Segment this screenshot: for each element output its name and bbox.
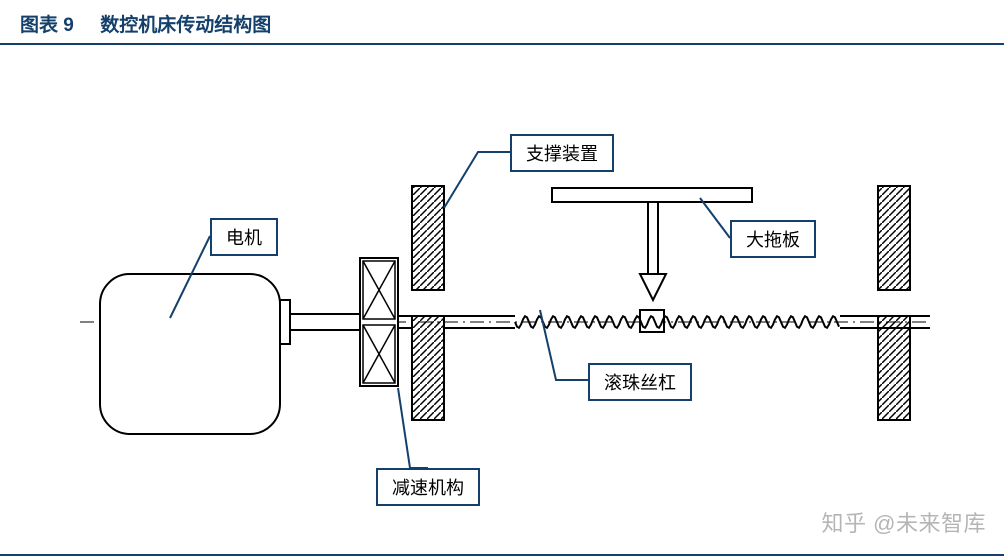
header-rule bbox=[0, 43, 1004, 45]
watermark: 知乎 @未来智库 bbox=[822, 506, 986, 538]
diagram-canvas: 电机 支撑装置 大拖板 滚珠丝杠 减速机构 bbox=[0, 48, 1004, 538]
label-support: 支撑装置 bbox=[510, 134, 614, 172]
label-plate: 大拖板 bbox=[730, 220, 816, 258]
label-motor: 电机 bbox=[210, 218, 278, 256]
diagram-svg bbox=[0, 48, 1004, 518]
figure-header: 图表 9 数控机床传动结构图 bbox=[0, 0, 1004, 43]
figure-title: 数控机床传动结构图 bbox=[100, 15, 271, 36]
figure-number: 图表 9 bbox=[20, 15, 74, 36]
label-screw: 滚珠丝杠 bbox=[588, 363, 692, 401]
label-gearbox: 减速机构 bbox=[376, 468, 480, 506]
